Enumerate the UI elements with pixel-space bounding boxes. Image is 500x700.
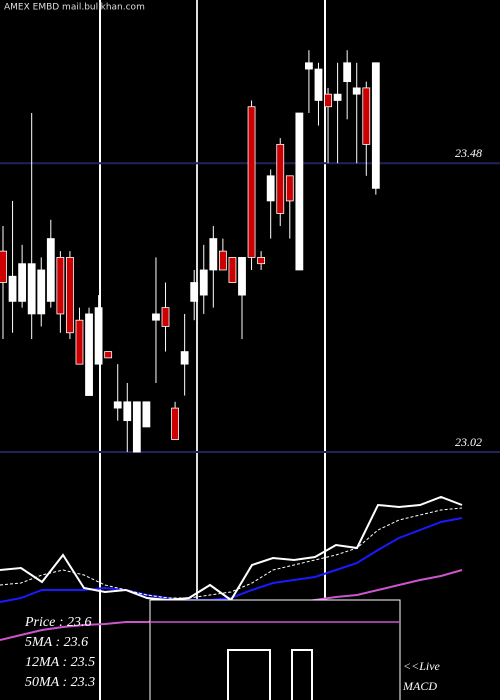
macd-wave <box>227 649 313 700</box>
candle-body <box>180 351 189 365</box>
candle-body <box>113 401 122 409</box>
candle-body <box>161 307 170 327</box>
candle-body <box>228 257 237 283</box>
candle-body <box>66 257 74 334</box>
indicator-line <box>0 495 463 602</box>
candle-body <box>333 93 342 101</box>
candle-body <box>142 401 151 428</box>
legend-entry: Price : 23.6 <box>24 615 91 630</box>
candle-body <box>352 87 361 95</box>
y-tick-label: 23.48 <box>455 146 482 160</box>
separators <box>99 0 326 700</box>
candle-body <box>171 407 179 440</box>
candle-body <box>371 62 380 189</box>
candle-body <box>343 62 352 83</box>
candle-body <box>8 275 17 302</box>
candle-body <box>314 68 323 101</box>
candle-body <box>85 313 93 396</box>
candle-body <box>199 269 208 296</box>
legend-entry: 5MA : 23.6 <box>25 635 88 650</box>
candle-body <box>37 269 46 315</box>
candle-body <box>27 263 36 315</box>
macd-box <box>149 599 401 700</box>
legend-entry: 12MA : 23.5 <box>25 655 95 670</box>
legend-entry: 50MA : 23.3 <box>25 675 95 690</box>
candle-body <box>94 307 103 365</box>
candle-body <box>0 250 7 283</box>
candle-body <box>257 257 266 265</box>
candle-body <box>285 175 294 202</box>
candle-body <box>276 144 285 214</box>
candle-body <box>18 263 27 302</box>
indicator-line <box>0 517 463 603</box>
candle-body <box>209 238 218 271</box>
candle-body <box>266 175 275 202</box>
candle-body <box>218 250 227 271</box>
candle-body <box>104 351 113 359</box>
indicator-line <box>0 507 463 599</box>
y-tick-label: 23.02 <box>455 435 482 449</box>
candle-body <box>247 106 256 258</box>
macd-panel <box>149 599 401 700</box>
candle-body <box>132 401 141 453</box>
candle-body <box>305 62 313 70</box>
candle-body <box>362 87 371 145</box>
candle-body <box>46 238 55 302</box>
candle-body <box>152 313 160 321</box>
candle-body <box>295 112 304 271</box>
candle-body <box>56 257 65 315</box>
candle-body <box>123 401 132 422</box>
chart-title: AMEX EMBD mail.bullkhan.com <box>4 3 145 13</box>
annotation: MACD <box>402 679 437 693</box>
candle-body <box>190 282 199 302</box>
candle-body <box>238 257 246 296</box>
candle-body <box>75 319 84 365</box>
candle-body <box>324 93 332 108</box>
annotation: <<Live <box>403 659 441 673</box>
